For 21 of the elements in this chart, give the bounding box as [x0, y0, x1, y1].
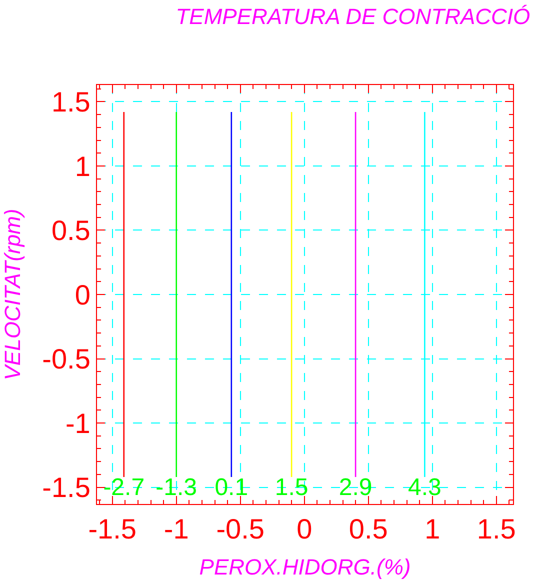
- x-tick-label: 1: [424, 514, 440, 545]
- series-label: 2.9: [338, 474, 372, 502]
- y-axis-title: VELOCITAT(rpm): [0, 208, 25, 380]
- y-tick-label: -0.5: [42, 344, 90, 375]
- y-tick-label: 1.5: [51, 86, 90, 118]
- x-tick-label: 0.5: [348, 514, 388, 545]
- y-tick-label: 1: [74, 150, 90, 182]
- x-tick-label: 0: [296, 514, 312, 545]
- y-tick-label: 0.5: [51, 215, 90, 246]
- x-tick-label: -0.5: [216, 514, 264, 545]
- series-label: 4.3: [408, 474, 442, 502]
- y-tick-label: -1.5: [42, 472, 90, 504]
- y-tick-label: 0: [74, 279, 90, 310]
- chart-title: TEMPERATURA DE CONTRACCIÓ: [176, 4, 530, 30]
- series-label: -2.7: [103, 474, 145, 502]
- x-axis-title: PEROX.HIDORG.(%): [199, 554, 411, 580]
- y-tick-label: -1: [65, 408, 90, 439]
- x-tick-label: -1: [164, 514, 189, 545]
- series-label: -1.3: [156, 474, 198, 502]
- x-tick-label: 1.5: [476, 514, 516, 545]
- series-label: 0.1: [214, 474, 248, 502]
